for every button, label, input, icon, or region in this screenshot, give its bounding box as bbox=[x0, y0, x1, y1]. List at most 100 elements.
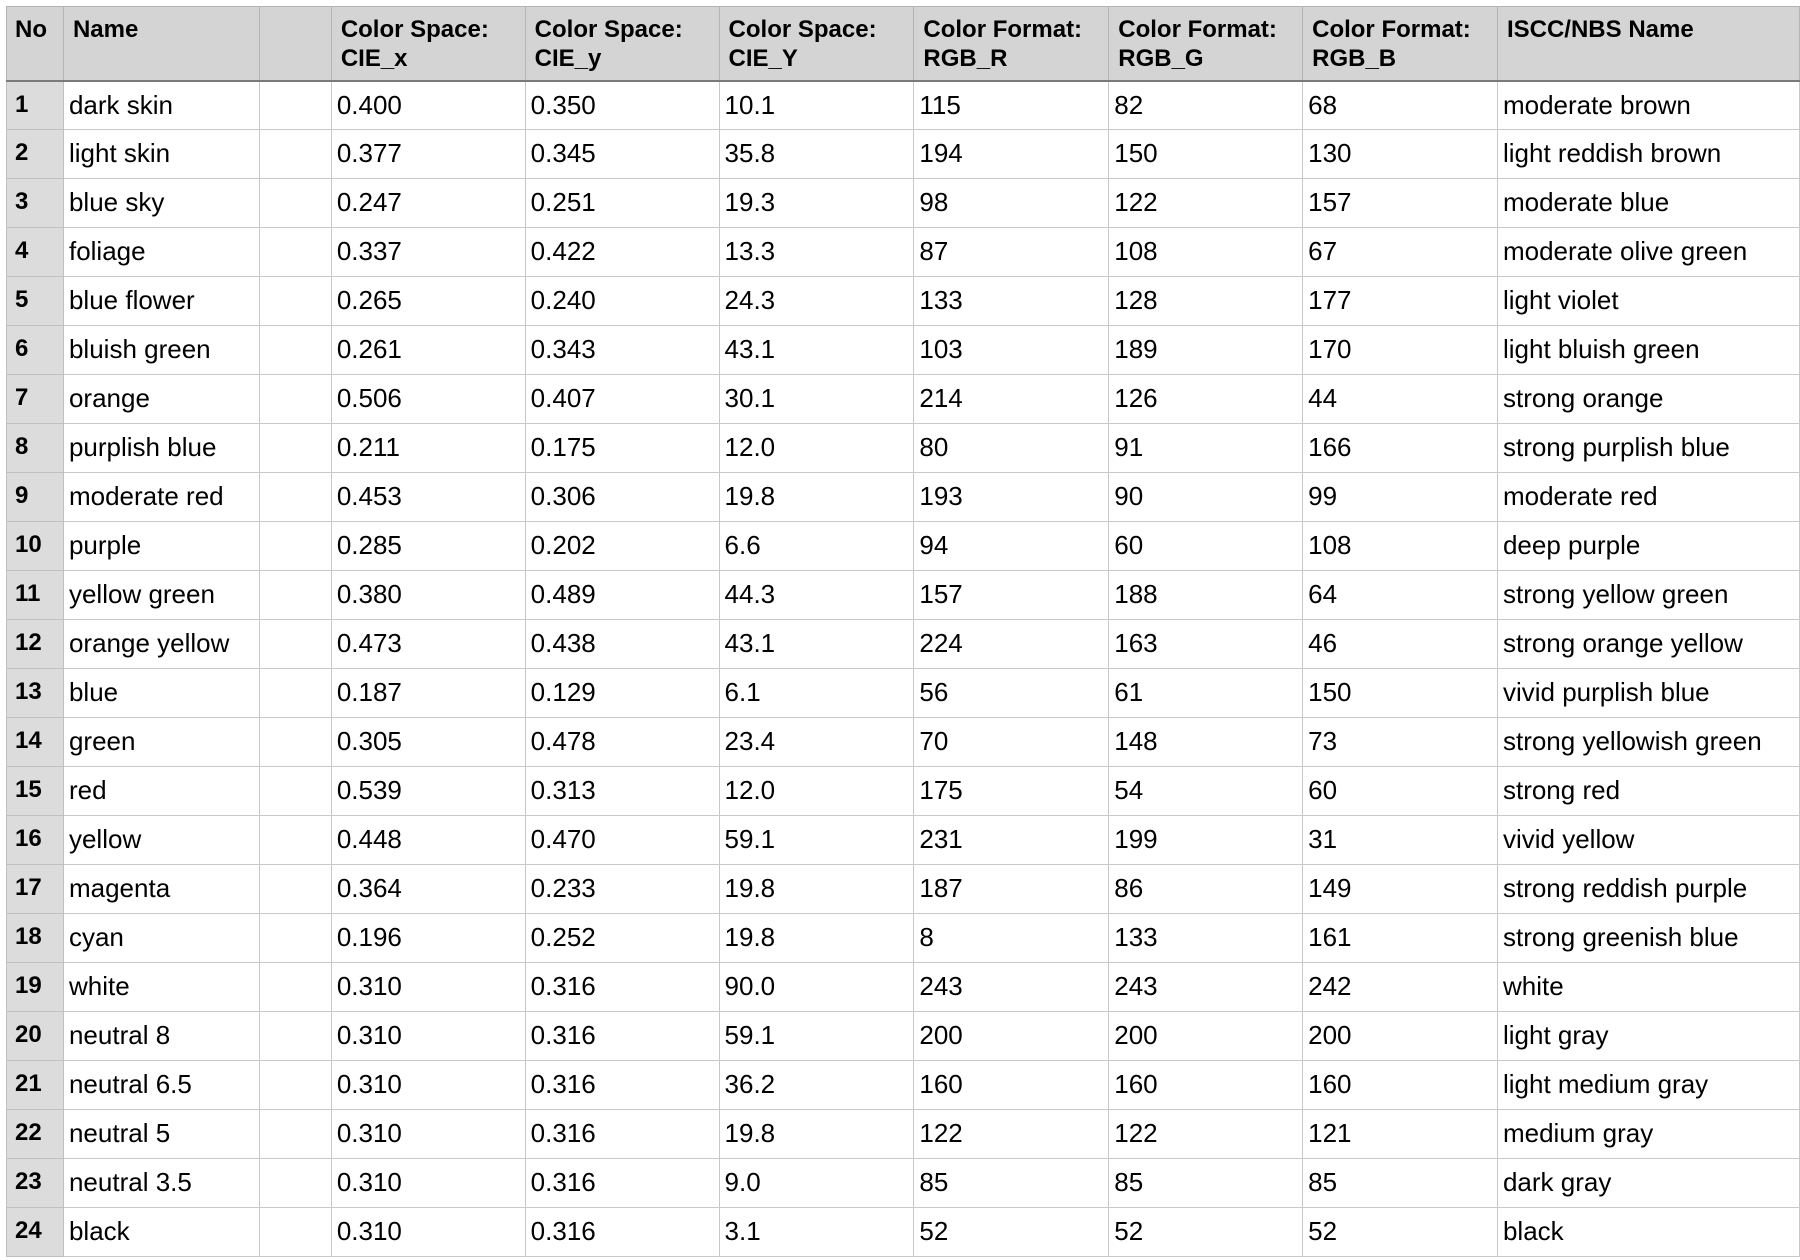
cie-x-cell[interactable]: 0.400 bbox=[330, 80, 526, 130]
rgb-g-cell[interactable]: 82 bbox=[1108, 80, 1304, 130]
cie-x-cell[interactable]: 0.473 bbox=[330, 619, 526, 669]
row-number-cell[interactable]: 20 bbox=[6, 1011, 64, 1061]
color-name-cell[interactable]: purple bbox=[62, 521, 260, 571]
row-number-cell[interactable]: 14 bbox=[6, 717, 64, 767]
row-number-cell[interactable]: 10 bbox=[6, 521, 64, 571]
cie-y-cell[interactable]: 0.175 bbox=[524, 423, 720, 473]
rgb-g-cell[interactable]: 163 bbox=[1108, 619, 1304, 669]
color-name-cell[interactable]: yellow bbox=[62, 815, 260, 865]
rgb-r-cell[interactable]: 87 bbox=[913, 227, 1110, 277]
cie-x-cell[interactable]: 0.506 bbox=[330, 374, 526, 424]
rgb-g-cell[interactable]: 122 bbox=[1108, 178, 1304, 228]
iscc-name-cell[interactable]: light violet bbox=[1496, 276, 1800, 326]
rgb-b-cell[interactable]: 73 bbox=[1302, 717, 1498, 767]
cie-y-cell[interactable]: 0.345 bbox=[524, 129, 720, 179]
row-number-cell[interactable]: 9 bbox=[6, 472, 64, 522]
cie-x-cell[interactable]: 0.187 bbox=[330, 668, 526, 718]
cie-y-cell[interactable]: 0.252 bbox=[524, 913, 720, 963]
rgb-r-cell[interactable]: 187 bbox=[913, 864, 1110, 914]
header-cie-y[interactable]: Color Space: CIE_y bbox=[524, 6, 720, 82]
rgb-b-cell[interactable]: 177 bbox=[1302, 276, 1498, 326]
rgb-b-cell[interactable]: 166 bbox=[1302, 423, 1498, 473]
rgb-g-cell[interactable]: 108 bbox=[1108, 227, 1304, 277]
color-swatch-cell[interactable] bbox=[258, 570, 332, 620]
iscc-name-cell[interactable]: strong orange yellow bbox=[1496, 619, 1800, 669]
header-no[interactable]: No bbox=[6, 6, 64, 82]
cie-x-cell[interactable]: 0.265 bbox=[330, 276, 526, 326]
color-name-cell[interactable]: green bbox=[62, 717, 260, 767]
row-number-cell[interactable]: 4 bbox=[6, 227, 64, 277]
color-swatch-cell[interactable] bbox=[258, 1158, 332, 1208]
cie-x-cell[interactable]: 0.448 bbox=[330, 815, 526, 865]
cie-x-cell[interactable]: 0.539 bbox=[330, 766, 526, 816]
color-swatch-cell[interactable] bbox=[258, 521, 332, 571]
iscc-name-cell[interactable]: strong yellowish green bbox=[1496, 717, 1800, 767]
color-name-cell[interactable]: neutral 8 bbox=[62, 1011, 260, 1061]
color-name-cell[interactable]: bluish green bbox=[62, 325, 260, 375]
rgb-r-cell[interactable]: 122 bbox=[913, 1109, 1110, 1159]
iscc-name-cell[interactable]: strong red bbox=[1496, 766, 1800, 816]
cie-x-cell[interactable]: 0.310 bbox=[330, 1109, 526, 1159]
rgb-g-cell[interactable]: 91 bbox=[1108, 423, 1304, 473]
iscc-name-cell[interactable]: light bluish green bbox=[1496, 325, 1800, 375]
cie-y-cell[interactable]: 0.129 bbox=[524, 668, 720, 718]
rgb-r-cell[interactable]: 214 bbox=[913, 374, 1110, 424]
header-cie-luminance[interactable]: Color Space: CIE_Y bbox=[718, 6, 915, 82]
cie-y-cell[interactable]: 0.350 bbox=[524, 80, 720, 130]
row-number-cell[interactable]: 6 bbox=[6, 325, 64, 375]
cie-x-cell[interactable]: 0.364 bbox=[330, 864, 526, 914]
cie-y-cell[interactable]: 0.422 bbox=[524, 227, 720, 277]
color-swatch-cell[interactable] bbox=[258, 472, 332, 522]
rgb-b-cell[interactable]: 85 bbox=[1302, 1158, 1498, 1208]
cie-y-cell[interactable]: 0.316 bbox=[524, 1158, 720, 1208]
rgb-g-cell[interactable]: 90 bbox=[1108, 472, 1304, 522]
row-number-cell[interactable]: 23 bbox=[6, 1158, 64, 1208]
rgb-r-cell[interactable]: 193 bbox=[913, 472, 1110, 522]
rgb-r-cell[interactable]: 52 bbox=[913, 1207, 1110, 1257]
header-name[interactable]: Name bbox=[62, 6, 260, 82]
iscc-name-cell[interactable]: strong purplish blue bbox=[1496, 423, 1800, 473]
color-name-cell[interactable]: black bbox=[62, 1207, 260, 1257]
cie-luminance-cell[interactable]: 19.3 bbox=[718, 178, 915, 228]
cie-luminance-cell[interactable]: 3.1 bbox=[718, 1207, 915, 1257]
cie-x-cell[interactable]: 0.305 bbox=[330, 717, 526, 767]
rgb-r-cell[interactable]: 85 bbox=[913, 1158, 1110, 1208]
rgb-b-cell[interactable]: 52 bbox=[1302, 1207, 1498, 1257]
color-name-cell[interactable]: neutral 3.5 bbox=[62, 1158, 260, 1208]
rgb-b-cell[interactable]: 64 bbox=[1302, 570, 1498, 620]
cie-y-cell[interactable]: 0.306 bbox=[524, 472, 720, 522]
color-swatch-cell[interactable] bbox=[258, 276, 332, 326]
iscc-name-cell[interactable]: moderate blue bbox=[1496, 178, 1800, 228]
color-swatch-cell[interactable] bbox=[258, 864, 332, 914]
rgb-g-cell[interactable]: 148 bbox=[1108, 717, 1304, 767]
iscc-name-cell[interactable]: deep purple bbox=[1496, 521, 1800, 571]
color-swatch-cell[interactable] bbox=[258, 1109, 332, 1159]
header-swatch[interactable] bbox=[258, 6, 332, 82]
header-iscc-name[interactable]: ISCC/NBS Name bbox=[1496, 6, 1800, 82]
row-number-cell[interactable]: 22 bbox=[6, 1109, 64, 1159]
cie-luminance-cell[interactable]: 59.1 bbox=[718, 815, 915, 865]
color-swatch-cell[interactable] bbox=[258, 325, 332, 375]
row-number-cell[interactable]: 5 bbox=[6, 276, 64, 326]
rgb-b-cell[interactable]: 108 bbox=[1302, 521, 1498, 571]
rgb-r-cell[interactable]: 194 bbox=[913, 129, 1110, 179]
row-number-cell[interactable]: 11 bbox=[6, 570, 64, 620]
cie-x-cell[interactable]: 0.310 bbox=[330, 1060, 526, 1110]
iscc-name-cell[interactable]: black bbox=[1496, 1207, 1800, 1257]
color-name-cell[interactable]: purplish blue bbox=[62, 423, 260, 473]
row-number-cell[interactable]: 17 bbox=[6, 864, 64, 914]
header-rgb-b[interactable]: Color Format: RGB_B bbox=[1302, 6, 1498, 82]
cie-luminance-cell[interactable]: 6.1 bbox=[718, 668, 915, 718]
rgb-r-cell[interactable]: 133 bbox=[913, 276, 1110, 326]
color-name-cell[interactable]: blue flower bbox=[62, 276, 260, 326]
rgb-b-cell[interactable]: 170 bbox=[1302, 325, 1498, 375]
rgb-r-cell[interactable]: 56 bbox=[913, 668, 1110, 718]
rgb-r-cell[interactable]: 160 bbox=[913, 1060, 1110, 1110]
cie-luminance-cell[interactable]: 44.3 bbox=[718, 570, 915, 620]
cie-luminance-cell[interactable]: 19.8 bbox=[718, 913, 915, 963]
cie-x-cell[interactable]: 0.261 bbox=[330, 325, 526, 375]
rgb-g-cell[interactable]: 86 bbox=[1108, 864, 1304, 914]
row-number-cell[interactable]: 12 bbox=[6, 619, 64, 669]
color-name-cell[interactable]: orange bbox=[62, 374, 260, 424]
cie-y-cell[interactable]: 0.240 bbox=[524, 276, 720, 326]
